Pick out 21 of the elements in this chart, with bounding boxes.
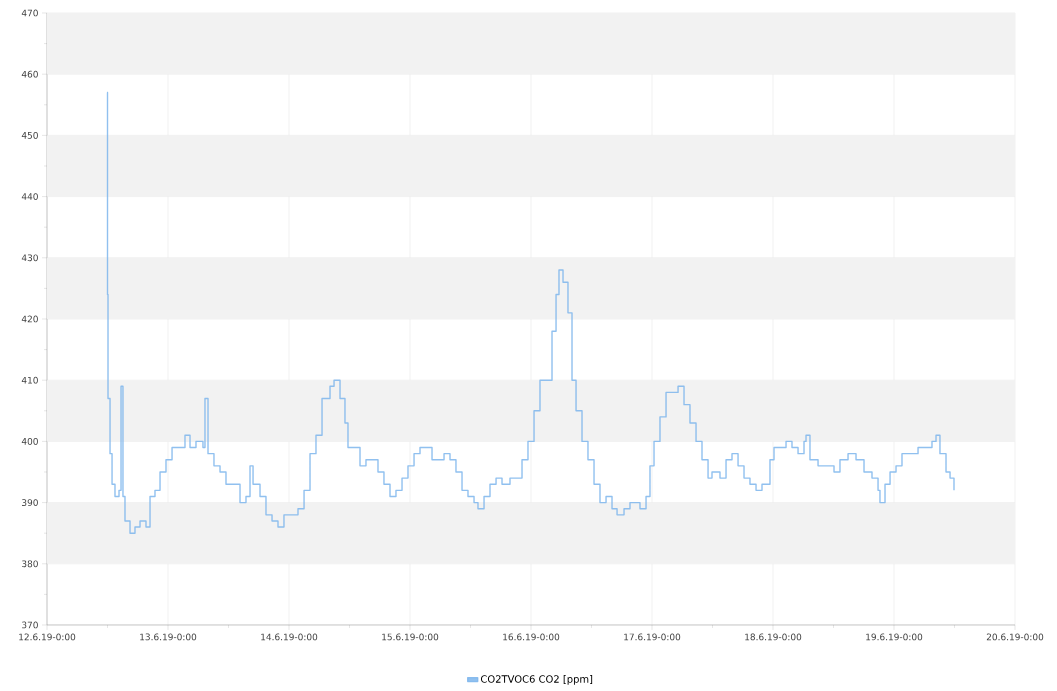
x-tick-label: 18.6.19-0:00 xyxy=(745,633,802,641)
y-tick-label: 440 xyxy=(21,193,38,200)
x-tick-label: 20.6.19-0:00 xyxy=(986,633,1044,641)
x-tick-label: 12.6.19-0:00 xyxy=(19,633,76,641)
legend-label: CO2TVOC6 CO2 [ppm] xyxy=(480,675,593,685)
y-tick-label: 450 xyxy=(21,131,38,139)
y-tick-label: 370 xyxy=(22,621,38,629)
x-tick-label: 16.6.19-0:00 xyxy=(503,633,560,641)
x-tick-label: 15.6.19-0:00 xyxy=(382,633,439,641)
x-tick-label: 19.6.19-0:00 xyxy=(866,633,923,641)
y-tick-label: 380 xyxy=(22,560,38,568)
x-tick-label: 13.6.19-0:00 xyxy=(140,633,197,641)
y-tick-label: 390 xyxy=(22,499,38,506)
y-tick-label: 420 xyxy=(21,315,38,323)
y-tick-label: 400 xyxy=(21,437,38,445)
x-tick-label: 14.6.19-0:00 xyxy=(261,633,318,641)
y-tick-label: 460 xyxy=(21,70,38,78)
x-tick-label: 17.6.19-0:00 xyxy=(624,633,681,641)
y-tick-label: 470 xyxy=(21,9,38,17)
y-tick-label: 430 xyxy=(21,254,38,262)
y-tick-label: 410 xyxy=(21,376,38,384)
